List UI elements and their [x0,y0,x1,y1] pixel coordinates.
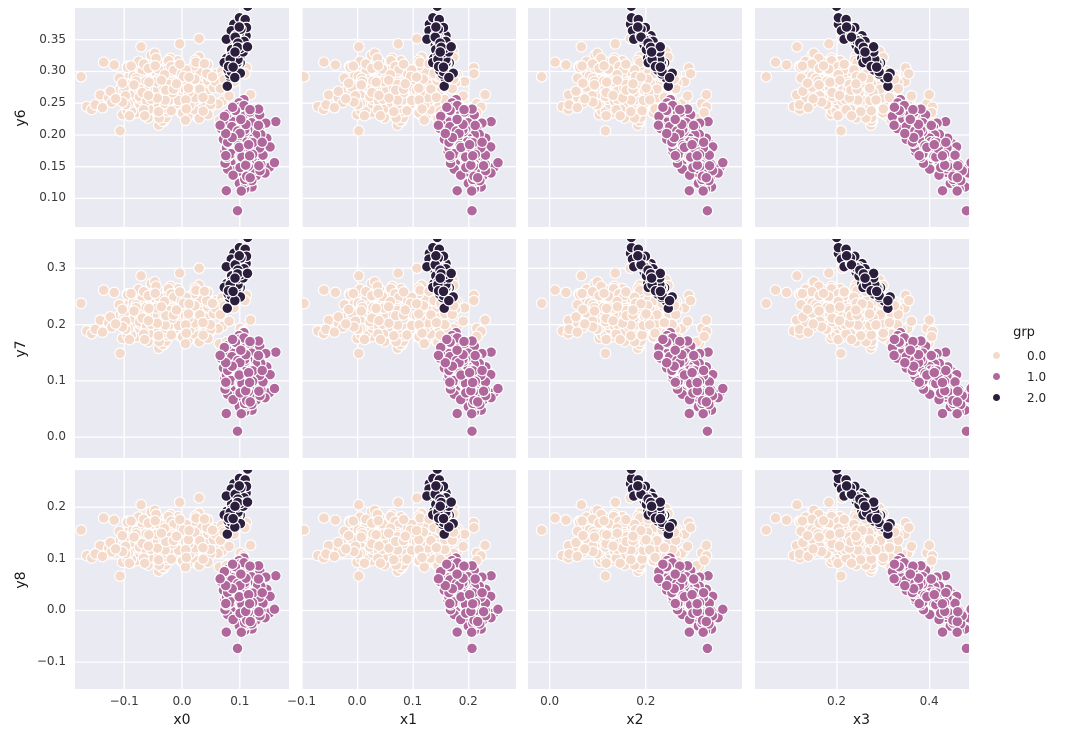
x-tick-label: −0.1 [286,694,317,708]
points-grp-1.0 [652,326,729,438]
points-grp-0.0 [301,262,491,360]
points-grp-2.0 [420,8,459,93]
subplot-y8-x2 [528,470,742,689]
subplot-y8-x1 [301,470,516,689]
y-tick-label: 0.3 [46,260,66,275]
y-tick-label: 0.2 [46,316,66,331]
x-axis-label-x3: x3 [852,712,871,728]
x-tick-label: 0.0 [347,694,367,708]
points-grp-2.0 [218,8,254,93]
subplot-y7-x2 [528,239,742,458]
legend-marker-grp-2-icon [993,394,1000,401]
y-tick-label: 0.0 [46,429,66,444]
y-tick-label: 0.25 [39,95,66,110]
x-tick-label: −0.1 [109,694,139,708]
x-tick-label: 0.2 [826,694,847,708]
subplot-y6-x0 [75,8,289,227]
y-tick-label: −0.1 [36,654,66,669]
y-tick-label: 0.15 [39,158,66,173]
y-axis-label-y8: y8 [13,570,29,589]
legend-entry-label: 1.0 [1027,369,1047,384]
x-axis-label-x1: x1 [399,712,418,728]
points-grp-1.0 [432,552,504,655]
points-grp-0.0 [75,32,257,137]
points-grp-0.0 [301,492,491,582]
x-tick-label: 0.4 [919,694,939,708]
subplot-y6-x2 [528,8,742,227]
y-tick-label: 0.20 [39,126,66,141]
y-tick-label: 0.30 [39,63,66,78]
legend-entry: 1.0 [984,366,1064,387]
points-grp-1.0 [886,93,969,217]
points-grp-1.0 [214,552,282,655]
points-grp-2.0 [420,470,459,540]
x-tick-label: 0.0 [540,694,560,708]
points-grp-1.0 [652,93,729,217]
legend-title: grp [1013,325,1035,340]
points-grp-1.0 [886,326,969,438]
legend-marker-grp-0-icon [993,352,1000,359]
points-grp-1.0 [432,326,504,438]
legend: grp 0.0 1.0 2.0 [984,325,1064,408]
subplot-y8-x3 [754,470,969,689]
points-grp-1.0 [214,93,282,217]
subplot-y7-x3 [754,239,969,458]
legend-entry: 2.0 [984,387,1064,408]
y-axis-label-y6: y6 [13,108,29,127]
points-grp-2.0 [624,239,679,315]
points-grp-2.0 [218,239,254,315]
points-grp-2.0 [420,239,459,315]
x-tick-label: 0.1 [403,694,423,708]
x-tick-label: 0.0 [172,694,192,708]
points-grp-2.0 [218,470,254,540]
points-grp-1.0 [432,93,504,217]
subplot-y7-x1 [301,239,516,458]
x-tick-label: 0.1 [230,694,250,708]
subplot-y7-x0 [75,239,289,458]
y-tick-label: 0.1 [46,372,66,387]
points-grp-2.0 [624,8,679,93]
points-grp-2.0 [830,8,896,93]
y-tick-label: 0.1 [46,550,66,565]
points-grp-2.0 [830,470,896,540]
subplot-y6-x3 [754,8,969,227]
y-tick-label: 0.35 [39,31,66,46]
subplot-y6-x1 [301,8,516,227]
x-tick-label: 0.2 [458,694,478,708]
points-grp-2.0 [830,239,896,315]
points-grp-2.0 [624,470,679,540]
points-grp-0.0 [759,492,938,582]
x-axis-label-x0: x0 [173,712,191,728]
legend-entry-label: 2.0 [1027,390,1047,405]
y-tick-label: 0.0 [46,602,66,617]
x-tick-label: 0.2 [636,694,656,708]
legend-marker-grp-1-icon [993,373,1000,380]
x-axis-label-x2: x2 [626,712,644,728]
legend-entry-label: 0.0 [1027,348,1047,363]
points-grp-1.0 [652,552,729,655]
legend-entry: 0.0 [984,345,1064,366]
y-tick-label: 0.2 [46,499,66,514]
subplot-y8-x0 [75,470,289,689]
points-grp-1.0 [886,552,969,655]
y-tick-label: 0.10 [39,190,66,205]
points-grp-1.0 [214,326,282,438]
y-axis-label-y7: y7 [13,339,29,358]
